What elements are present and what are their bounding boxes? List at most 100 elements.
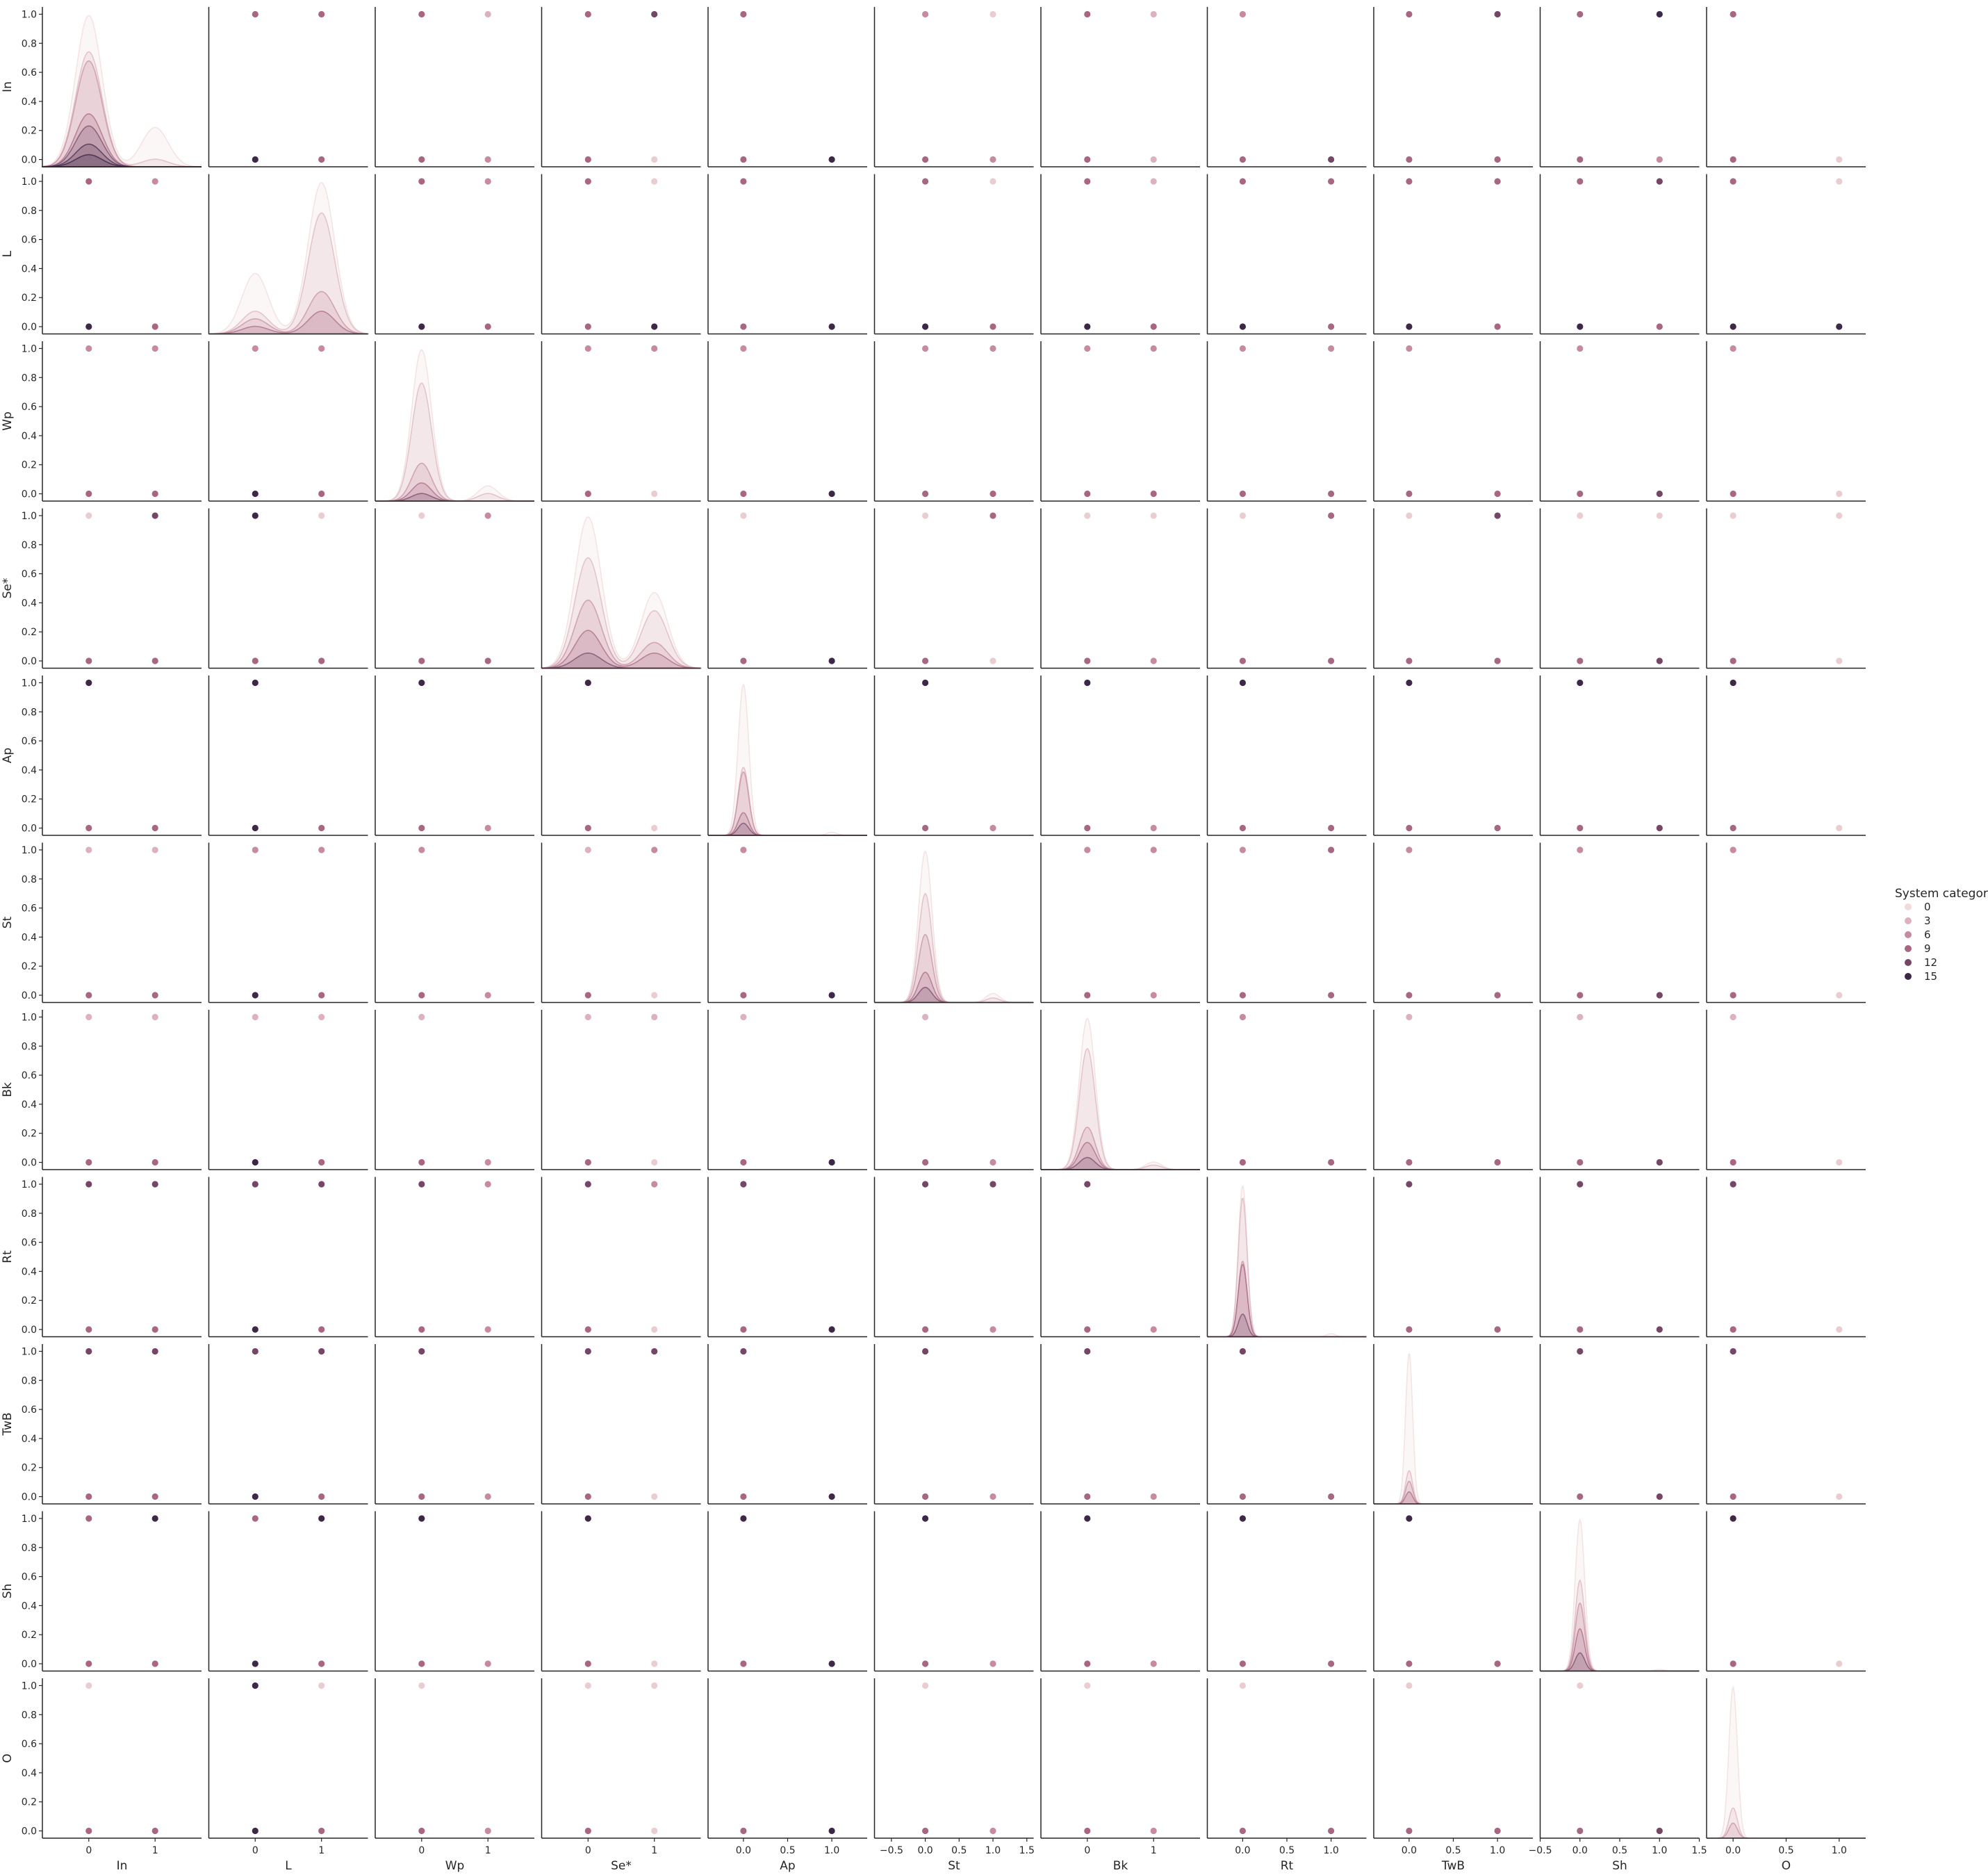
ytick-label: 0.8 bbox=[22, 707, 37, 718]
point-O-vs-TwB-2 bbox=[1494, 1827, 1501, 1835]
point-Wp-vs-L-2 bbox=[252, 490, 258, 498]
point-L-vs-Ap-2 bbox=[828, 323, 835, 330]
panel-Wp-vs-Bk bbox=[1040, 341, 1200, 502]
point-Bk-vs-Rt-0 bbox=[1239, 1013, 1246, 1021]
xtick-label: 0 bbox=[585, 1845, 591, 1856]
panel-O-vs-Se*: 0 1 Se* bbox=[541, 1678, 701, 1873]
panel-O-vs-TwB: 0.0 0.5 1.0 TwB bbox=[1373, 1678, 1533, 1873]
point-Ap-vs-St-1 bbox=[922, 824, 929, 832]
point-L-vs-In-0 bbox=[85, 178, 92, 185]
panel-TwB-vs-O bbox=[1706, 1344, 1866, 1505]
point-TwB-vs-In-2 bbox=[85, 1493, 92, 1500]
point-Ap-vs-Bk-1 bbox=[1084, 824, 1091, 832]
point-Ap-vs-Sh-0 bbox=[1577, 679, 1584, 687]
panel-Sh-vs-TwB bbox=[1373, 1511, 1533, 1672]
point-In-vs-Ap-1 bbox=[740, 156, 747, 163]
point-Sh-vs-In-0 bbox=[85, 1515, 92, 1522]
point-Bk-vs-Se*-2 bbox=[584, 1158, 591, 1166]
point-Rt-vs-Se*-1 bbox=[651, 1181, 658, 1188]
point-O-vs-Sh-0 bbox=[1577, 1682, 1584, 1689]
ytick-label: 0.8 bbox=[22, 1041, 37, 1052]
point-St-vs-TwB-2 bbox=[1494, 992, 1501, 999]
panel-St-vs-Wp bbox=[375, 842, 534, 1004]
point-Se*-vs-O-2 bbox=[1730, 657, 1736, 664]
xtick-label: 0.0 bbox=[1725, 1845, 1741, 1856]
xtick-label: 0 bbox=[1084, 1845, 1090, 1856]
point-TwB-vs-Wp-2 bbox=[484, 1493, 491, 1500]
point-Wp-vs-St-0 bbox=[922, 345, 929, 352]
point-Wp-vs-O-1 bbox=[1730, 490, 1736, 498]
point-Rt-vs-Ap-1 bbox=[740, 1326, 747, 1333]
point-TwB-vs-Rt-0 bbox=[1239, 1348, 1246, 1355]
point-L-vs-Wp-2 bbox=[418, 323, 425, 330]
ytick-label: 0.4 bbox=[22, 1600, 37, 1612]
panel-Sh-vs-In: 0.0 0.2 0.4 0.6 0.8 1.0 Sh bbox=[1, 1511, 202, 1672]
point-In-vs-Wp-0 bbox=[418, 10, 425, 18]
point-O-vs-L-0 bbox=[252, 1682, 258, 1689]
point-TwB-vs-O-2 bbox=[1836, 1493, 1843, 1500]
ytick-label: 0.8 bbox=[22, 1543, 37, 1554]
point-In-vs-Wp-2 bbox=[418, 156, 425, 163]
panel-St-vs-L bbox=[208, 842, 368, 1004]
ytick-label: 0.4 bbox=[22, 932, 37, 943]
point-Ap-vs-Rt-1 bbox=[1239, 824, 1246, 832]
panel-L-vs-TwB bbox=[1373, 174, 1533, 335]
xtick-label: 0 bbox=[85, 1845, 92, 1856]
point-L-vs-Bk-0 bbox=[1084, 178, 1091, 185]
xtick-label: 1.5 bbox=[1691, 1845, 1707, 1856]
point-St-vs-Rt-2 bbox=[1239, 992, 1246, 999]
point-Wp-vs-St-3 bbox=[989, 490, 996, 498]
point-Wp-vs-L-3 bbox=[318, 490, 325, 498]
xtick-label: 0 bbox=[418, 1845, 425, 1856]
kde-L-layer-2 bbox=[208, 290, 369, 335]
point-In-vs-TwB-0 bbox=[1406, 10, 1413, 18]
panel-L-vs-O bbox=[1706, 174, 1866, 335]
point-Se*-vs-Wp-3 bbox=[484, 657, 491, 664]
point-St-vs-Se*-2 bbox=[584, 992, 591, 999]
point-Se*-vs-TwB-2 bbox=[1406, 657, 1413, 664]
point-In-vs-TwB-1 bbox=[1494, 10, 1501, 18]
point-TwB-vs-L-1 bbox=[318, 1348, 325, 1355]
point-Rt-vs-Sh-0 bbox=[1577, 1181, 1584, 1188]
point-Se*-vs-L-3 bbox=[318, 657, 325, 664]
point-Sh-vs-O-0 bbox=[1730, 1515, 1736, 1522]
point-Wp-vs-St-2 bbox=[922, 490, 929, 498]
panel-O-vs-St: −0.5 0.0 0.5 1.0 1.5 St bbox=[873, 1678, 1035, 1873]
point-Se*-vs-Ap-0 bbox=[740, 512, 747, 519]
point-L-vs-Sh-3 bbox=[1656, 323, 1663, 330]
point-Wp-vs-Sh-2 bbox=[1656, 490, 1663, 498]
point-Se*-vs-In-1 bbox=[151, 512, 158, 519]
point-Bk-vs-St-0 bbox=[922, 1013, 929, 1021]
legend-label-15: 15 bbox=[1924, 970, 1937, 983]
point-Bk-vs-Wp-1 bbox=[418, 1158, 425, 1166]
point-Sh-vs-In-2 bbox=[85, 1660, 92, 1667]
point-Bk-vs-L-1 bbox=[318, 1013, 325, 1021]
point-Se*-vs-Wp-1 bbox=[484, 512, 491, 519]
panel-St-vs-TwB bbox=[1373, 842, 1533, 1004]
point-Ap-vs-O-1 bbox=[1730, 824, 1736, 832]
point-Sh-vs-Se*-0 bbox=[584, 1515, 591, 1522]
point-Bk-vs-TwB-2 bbox=[1494, 1158, 1501, 1166]
point-Se*-vs-St-1 bbox=[989, 512, 996, 519]
point-Rt-vs-In-0 bbox=[85, 1181, 92, 1188]
point-L-vs-In-1 bbox=[151, 178, 158, 185]
point-In-vs-Bk-3 bbox=[1150, 156, 1157, 163]
xtick-label: 0.5 bbox=[1279, 1845, 1295, 1856]
point-St-vs-L-2 bbox=[252, 992, 258, 999]
point-St-vs-Ap-1 bbox=[740, 992, 747, 999]
point-Ap-vs-Se*-1 bbox=[584, 824, 591, 832]
point-Wp-vs-Se*-3 bbox=[651, 490, 658, 498]
point-Wp-vs-TwB-0 bbox=[1406, 345, 1413, 352]
kde-Wp-layer-0 bbox=[375, 349, 534, 502]
point-Bk-vs-In-2 bbox=[85, 1158, 92, 1166]
ytick-label: 1.0 bbox=[22, 1514, 37, 1525]
point-In-vs-Sh-2 bbox=[1577, 156, 1584, 163]
point-Sh-vs-Wp-2 bbox=[484, 1660, 491, 1667]
point-Ap-vs-In-1 bbox=[85, 824, 92, 832]
panel-TwB-vs-Bk bbox=[1040, 1344, 1200, 1505]
point-Se*-vs-In-0 bbox=[85, 512, 92, 519]
point-TwB-vs-Se*-2 bbox=[584, 1493, 591, 1500]
point-Se*-vs-Rt-2 bbox=[1239, 657, 1246, 664]
xlabel-Ap: Ap bbox=[780, 1859, 795, 1873]
